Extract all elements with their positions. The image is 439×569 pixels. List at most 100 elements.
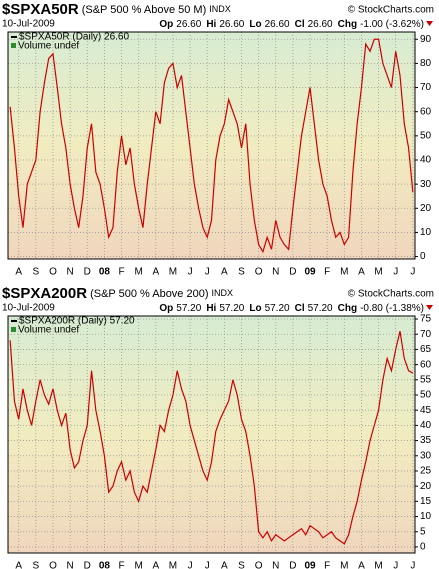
- data-line: [9, 331, 414, 545]
- plot-area: [8, 32, 415, 259]
- x-tick-label: D: [84, 267, 91, 278]
- y-tick-label: 75: [420, 314, 432, 325]
- down-triangle: [426, 21, 433, 26]
- plot-border: [7, 315, 416, 554]
- credit: © StockCharts.com: [348, 5, 434, 16]
- y-tick-label: 40: [420, 420, 432, 431]
- index-name: (S&P 500 % Above 50 M): [82, 4, 207, 16]
- quote-label: Chg: [338, 303, 357, 314]
- quote-label: Lo: [249, 19, 261, 30]
- quote-label: Chg: [338, 19, 357, 30]
- legend-volume: Volume undef: [18, 41, 79, 52]
- y-tick-label: 80: [420, 58, 432, 69]
- y-tick-label: 55: [420, 374, 432, 385]
- x-tick-label: N: [67, 561, 74, 569]
- x-tick-label: F: [118, 267, 124, 278]
- x-tick-label: N: [272, 267, 279, 278]
- plot-border: [7, 31, 416, 260]
- x-tick-label: A: [221, 561, 228, 569]
- y-tick-label: 10: [420, 227, 432, 238]
- x-tick-label: A: [15, 561, 22, 569]
- quote-value: 26.60: [265, 19, 290, 30]
- x-tick-label: N: [67, 267, 74, 278]
- quote-label: Hi: [206, 303, 216, 314]
- quote: Op 57.20 Hi 57.20 Lo 57.20 Cl 57.20 Chg -0.80 (-1…: [159, 303, 424, 314]
- quote-value: 26.60: [219, 19, 244, 30]
- y-tick-label: 70: [420, 329, 432, 340]
- x-tick-label: D: [289, 267, 296, 278]
- quote-label: Cl: [295, 19, 305, 30]
- x-tick-label: O: [49, 267, 57, 278]
- quote-label: Op: [159, 19, 173, 30]
- y-tick-label: 20: [420, 481, 432, 492]
- x-tick-label: M: [134, 267, 142, 278]
- y-tick-label: 60: [420, 106, 432, 117]
- x-tick-label: M: [169, 561, 177, 569]
- x-tick-label: D: [84, 561, 91, 569]
- x-tick-label: O: [49, 561, 57, 569]
- x-tick-label: A: [152, 561, 159, 569]
- quote-label: Hi: [206, 19, 216, 30]
- y-tick-label: 35: [420, 435, 432, 446]
- quote-value: 57.20: [265, 303, 290, 314]
- down-triangle: [426, 305, 433, 310]
- x-tick-label: A: [152, 267, 159, 278]
- quote: Op 26.60 Hi 26.60 Lo 26.60 Cl 26.60 Chg -1.00 (-3…: [159, 19, 424, 30]
- x-tick-label: F: [118, 561, 124, 569]
- y-tick-label: 0: [420, 542, 426, 553]
- x-tick-label: N: [272, 561, 279, 569]
- quote-value: 57.20: [308, 303, 333, 314]
- legend-volume-swatch: [11, 43, 16, 48]
- y-tick-label: 10: [420, 511, 432, 522]
- y-tick-label: 65: [420, 344, 432, 355]
- x-tick-label: M: [134, 561, 142, 569]
- legend-volume: Volume undef: [18, 325, 79, 336]
- x-tick-label: S: [33, 267, 40, 278]
- chart-header: $SPXA50R (S&P 500 % Above 50 M) INDX: [2, 1, 231, 18]
- x-tick-label: A: [221, 267, 228, 278]
- y-tick-label: 70: [420, 82, 432, 93]
- quote-value: 26.60: [176, 19, 201, 30]
- y-tick-label: 40: [420, 155, 432, 166]
- quote-value: 57.20: [176, 303, 201, 314]
- x-tick-label: M: [169, 267, 177, 278]
- x-tick-label: J: [205, 267, 210, 278]
- legend-entry: $SPXA50R (Daily) 26.60: [19, 32, 129, 43]
- x-tick-label: J: [205, 561, 210, 569]
- x-tick-label: 09: [304, 267, 316, 278]
- quote-value: -0.80 (-1.38%): [360, 303, 424, 314]
- y-tick-label: 90: [420, 34, 432, 45]
- y-tick-label: 45: [420, 405, 432, 416]
- x-tick-label: 09: [304, 561, 316, 569]
- quote-value: -1.00 (-3.62%): [360, 19, 424, 30]
- y-tick-label: 60: [420, 359, 432, 370]
- quote-value: 57.20: [219, 303, 244, 314]
- data-line: [9, 38, 414, 254]
- x-tick-label: D: [289, 561, 296, 569]
- x-tick-label: A: [15, 267, 22, 278]
- credit: © StockCharts.com: [348, 289, 434, 300]
- quote-label: Cl: [295, 303, 305, 314]
- exchange: INDX: [209, 4, 231, 14]
- symbol: $SPXA50R: [2, 1, 79, 18]
- x-tick-label: J: [393, 561, 398, 569]
- x-tick-label: F: [324, 561, 330, 569]
- date: 10-Jul-2009: [2, 19, 55, 30]
- exchange: INDX: [212, 288, 234, 298]
- x-tick-label: O: [255, 267, 263, 278]
- chart-header: $SPXA200R (S&P 500 % Above 200) INDX: [2, 285, 233, 302]
- quote-value: 26.60: [308, 19, 333, 30]
- y-tick-label: 20: [420, 203, 432, 214]
- x-tick-label: O: [255, 561, 263, 569]
- x-tick-label: S: [33, 561, 40, 569]
- x-tick-label: 08: [99, 561, 111, 569]
- quote-label: Lo: [249, 303, 261, 314]
- y-tick-label: 30: [420, 450, 432, 461]
- x-tick-label: 08: [99, 267, 111, 278]
- x-tick-label: S: [238, 561, 245, 569]
- legend-entry: $SPXA200R (Daily) 57.20: [19, 316, 135, 327]
- x-tick-label: M: [340, 267, 348, 278]
- x-tick-label: J: [393, 267, 398, 278]
- x-tick-label: J: [188, 267, 193, 278]
